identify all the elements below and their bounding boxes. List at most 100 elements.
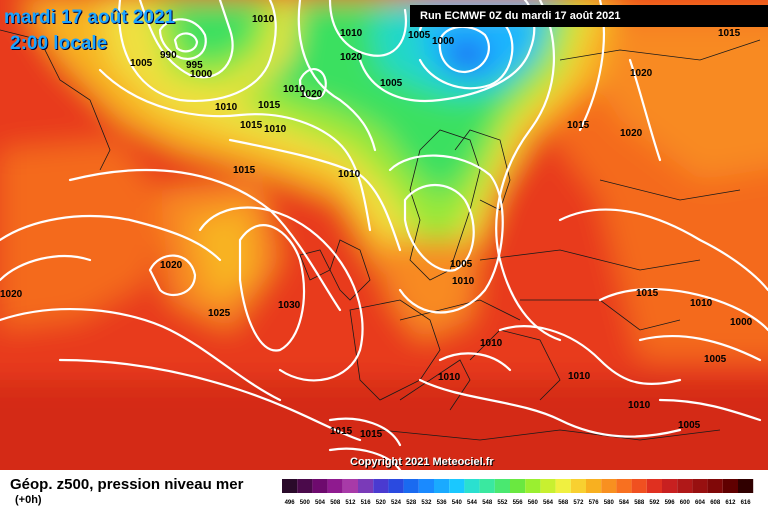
scale-label: 608 (710, 500, 721, 506)
scale-swatch (586, 479, 602, 493)
svg-text:990: 990 (160, 50, 177, 61)
svg-text:1005: 1005 (408, 30, 431, 41)
copyright-notice: Copyright 2021 Meteociel.fr (350, 456, 494, 468)
svg-text:1005: 1005 (380, 78, 403, 89)
scale-label: 500 (300, 500, 311, 506)
scale-label: 560 (528, 500, 539, 506)
svg-text:1010: 1010 (340, 28, 363, 39)
svg-text:1030: 1030 (278, 300, 301, 311)
scale-swatch (388, 479, 404, 493)
isobar-labels: 1010 1005 990 995 1000 1010 1010 1015 10… (0, 14, 753, 440)
scale-swatch (358, 479, 374, 493)
forecast-date: mardi 17 août 2021 (4, 7, 176, 28)
scale-swatch (570, 479, 586, 493)
geopotential-field (0, 0, 768, 470)
svg-text:1010: 1010 (283, 84, 306, 95)
scale-swatch (616, 479, 632, 493)
scale-swatch (494, 479, 510, 493)
svg-text:1020: 1020 (300, 89, 323, 100)
scale-swatch (342, 479, 358, 493)
svg-text:1015: 1015 (567, 120, 590, 131)
scale-swatch (510, 479, 526, 493)
svg-text:1015: 1015 (636, 288, 659, 299)
svg-text:1005: 1005 (450, 259, 473, 270)
scale-swatch (312, 479, 328, 493)
scale-swatch (373, 479, 389, 493)
scale-swatch (555, 479, 571, 493)
svg-text:1020: 1020 (340, 52, 363, 63)
svg-text:1025: 1025 (208, 308, 231, 319)
weather-map: 1010 1005 990 995 1000 1010 1010 1015 10… (0, 0, 768, 470)
scale-label: 588 (634, 500, 645, 506)
scale-label: 576 (589, 500, 600, 506)
svg-text:1020: 1020 (630, 68, 653, 79)
scale-label: 596 (665, 500, 676, 506)
scale-swatch (738, 479, 754, 493)
map-canvas: 1010 1005 990 995 1000 1010 1010 1015 10… (0, 0, 768, 470)
scale-swatch (631, 479, 647, 493)
scale-swatch (646, 479, 662, 493)
forecast-time: 2:00 locale (10, 33, 108, 54)
svg-text:1010: 1010 (480, 338, 503, 349)
scale-label: 536 (437, 500, 448, 506)
scale-swatch (707, 479, 723, 493)
scale-label: 512 (345, 500, 356, 506)
svg-text:1015: 1015 (258, 100, 281, 111)
scale-label: 556 (513, 500, 524, 506)
scale-swatch (297, 479, 313, 493)
svg-text:1015: 1015 (330, 426, 353, 437)
scale-swatch (464, 479, 480, 493)
svg-text:1005: 1005 (130, 58, 153, 69)
svg-text:1010: 1010 (568, 371, 591, 382)
run-info: Run ECMWF 0Z du mardi 17 août 2021 (410, 5, 768, 27)
svg-text:1015: 1015 (233, 165, 256, 176)
scale-label: 604 (695, 500, 706, 506)
scale-label: 580 (604, 500, 615, 506)
svg-text:1015: 1015 (240, 120, 263, 131)
scale-label: 548 (482, 500, 493, 506)
scale-swatch (525, 479, 541, 493)
scale-label: 496 (285, 500, 296, 506)
svg-text:1010: 1010 (690, 298, 713, 309)
svg-text:1010: 1010 (628, 400, 651, 411)
scale-label: 600 (680, 500, 691, 506)
scale-swatch (282, 479, 298, 493)
scale-label: 564 (543, 500, 554, 506)
svg-text:1010: 1010 (338, 169, 361, 180)
scale-label: 592 (649, 500, 660, 506)
svg-text:1000: 1000 (190, 69, 213, 80)
scale-swatch (662, 479, 678, 493)
scale-swatch (327, 479, 343, 493)
scale-swatch (540, 479, 556, 493)
svg-text:1015: 1015 (718, 28, 741, 39)
scale-label: 508 (330, 500, 341, 506)
svg-text:1010: 1010 (438, 372, 461, 383)
scale-label: 584 (619, 500, 630, 506)
scale-swatch (722, 479, 738, 493)
svg-text:1010: 1010 (452, 276, 475, 287)
forecast-offset: (+0h) (15, 494, 42, 506)
scale-label: 544 (467, 500, 478, 506)
scale-label: 616 (741, 500, 752, 506)
scale-label: 504 (315, 500, 326, 506)
chart-title: Géop. z500, pression niveau mer (10, 476, 244, 493)
scale-label: 572 (573, 500, 584, 506)
scale-swatch (418, 479, 434, 493)
svg-text:1020: 1020 (0, 289, 23, 300)
svg-text:1005: 1005 (704, 354, 727, 365)
scale-swatch (677, 479, 693, 493)
svg-text:1015: 1015 (360, 429, 383, 440)
scale-label: 524 (391, 500, 402, 506)
svg-text:1010: 1010 (215, 102, 238, 113)
scale-swatch (601, 479, 617, 493)
svg-text:1000: 1000 (730, 317, 753, 328)
svg-text:1010: 1010 (264, 124, 287, 135)
color-scale: 496 500 504 508 512 516 520 524 528 532 536 540 544 5… (282, 479, 754, 506)
scale-label: 528 (406, 500, 417, 506)
scale-label: 516 (361, 500, 372, 506)
coastlines (0, 29, 761, 441)
svg-text:1010: 1010 (252, 14, 275, 25)
scale-swatch (449, 479, 465, 493)
scale-label: 532 (421, 500, 432, 506)
svg-text:1020: 1020 (160, 260, 183, 271)
